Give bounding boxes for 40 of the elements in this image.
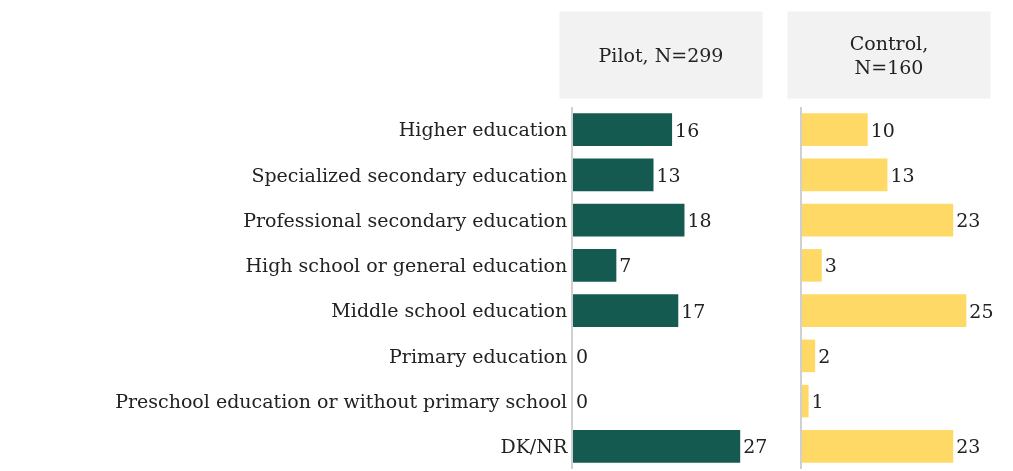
bar [802,294,967,327]
y-tick-label: DK/NR [500,435,568,458]
data-label: 18 [687,209,712,232]
y-tick-label: Preschool education or without primary school [115,389,568,412]
data-label: 3 [824,254,837,277]
y-tick-label: Primary education [389,344,568,367]
bar [573,158,654,192]
data-label: 17 [681,299,706,322]
data-label: 0 [576,390,589,413]
bar [802,339,816,373]
bar [802,430,954,463]
y-tick-label: High school or general education [245,254,568,277]
data-label: 13 [890,163,915,186]
chart-title: Pilot, N=299 [598,44,724,66]
bar [573,113,673,146]
data-label: 7 [619,254,632,277]
bar [573,249,617,282]
data-label: 23 [956,435,981,458]
y-tick-label: Middle school education [331,299,568,322]
data-label: 23 [956,209,981,232]
data-label: 10 [870,118,895,141]
data-label: 27 [743,435,768,458]
bar [802,203,954,237]
data-label: 0 [576,344,589,367]
bar [802,113,868,146]
data-label: 16 [675,118,700,141]
data-label: 25 [969,299,994,322]
data-label: 13 [656,163,681,186]
data-label: 1 [811,390,824,413]
y-tick-label: Professional secondary education [243,208,568,231]
bar [802,158,888,192]
y-tick-label: Higher education [398,118,568,141]
bar [573,430,741,463]
bar [802,384,809,418]
data-label: 2 [818,344,831,367]
chart-title: Control, N=160 [849,31,929,79]
bar [573,203,685,237]
bar [802,249,822,282]
y-tick-label: Specialized secondary education [251,163,568,186]
bar [573,294,679,327]
